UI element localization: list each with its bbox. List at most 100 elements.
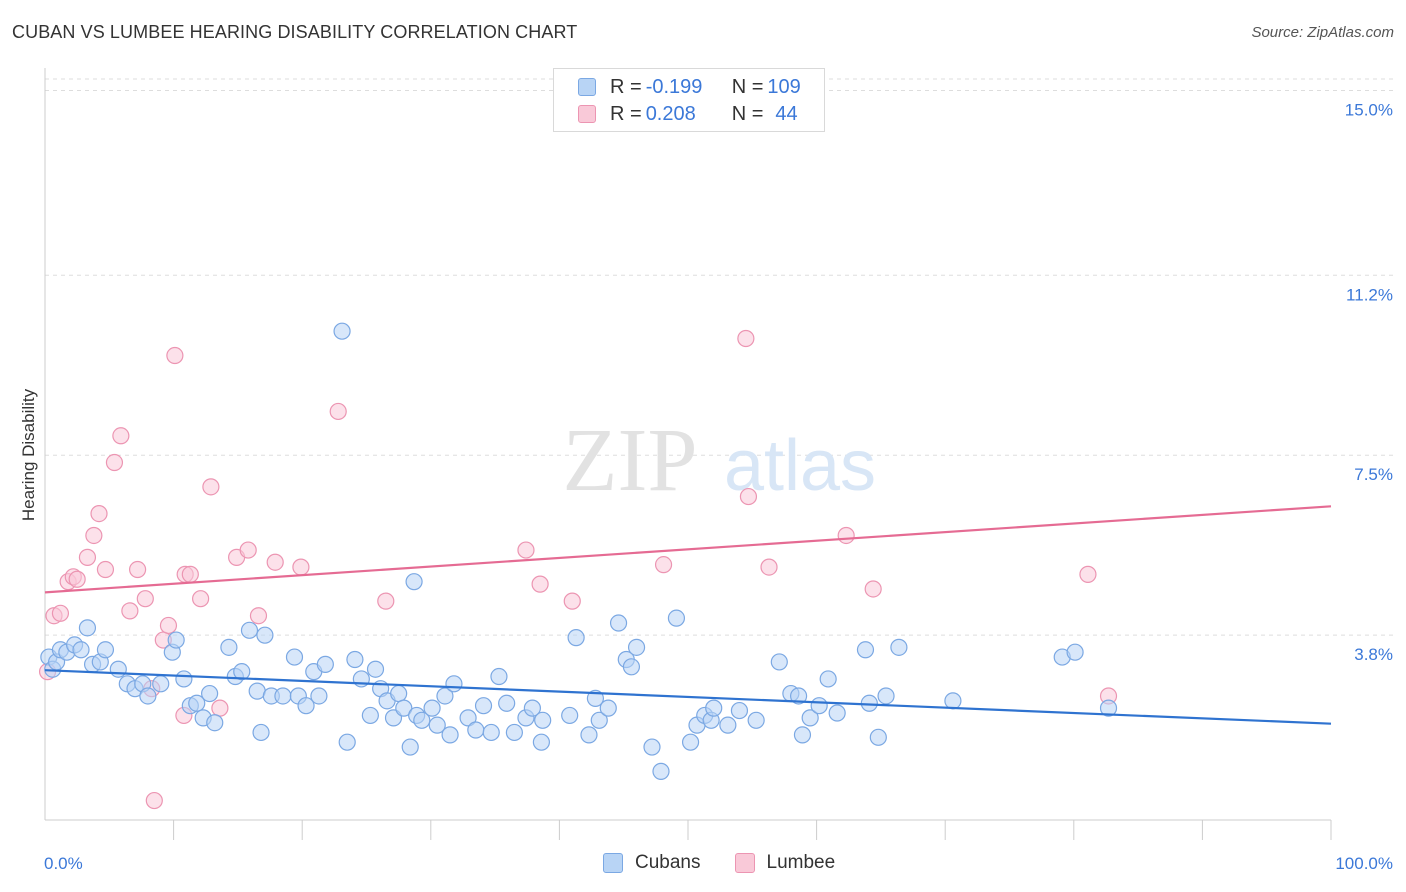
lumbee-point bbox=[249, 607, 268, 625]
lumbee-point bbox=[1079, 565, 1097, 583]
cubans-trend-line bbox=[44, 669, 1332, 725]
cubans-point bbox=[436, 687, 454, 705]
y-tick-label: 15.0% bbox=[1345, 100, 1393, 119]
lumbee-point bbox=[760, 558, 778, 576]
cubans-point bbox=[109, 660, 127, 678]
n-value: 44 bbox=[775, 102, 798, 125]
lumbee-point bbox=[90, 504, 108, 523]
lumbee-point bbox=[159, 616, 178, 635]
cubans-point bbox=[801, 709, 819, 727]
lumbee-point bbox=[329, 402, 347, 421]
cubans-point bbox=[441, 726, 459, 744]
cubans-point bbox=[747, 711, 765, 729]
cubans-point bbox=[561, 706, 579, 725]
r-label: R = bbox=[610, 102, 642, 125]
cubans-point bbox=[828, 704, 846, 722]
cubans-point bbox=[586, 689, 605, 708]
cubans-point bbox=[532, 733, 550, 751]
lumbee-point bbox=[864, 580, 882, 598]
lumbee-point bbox=[136, 590, 154, 608]
cubans-point bbox=[338, 733, 356, 751]
lumbee-point bbox=[202, 478, 220, 496]
cubans-swatch bbox=[578, 78, 596, 96]
cubans-point bbox=[505, 723, 523, 742]
trend-lines bbox=[44, 505, 1332, 725]
tick-labels: 3.8% 7.5% 11.2% 15.0% 0.0% 100.0% bbox=[44, 100, 1393, 873]
cubans-point bbox=[869, 728, 887, 746]
legend-label-cubans: Cubans bbox=[635, 852, 701, 873]
cubans-point bbox=[1066, 643, 1084, 661]
lumbee-point bbox=[68, 570, 86, 588]
cubans-point bbox=[152, 675, 170, 693]
cubans-point bbox=[72, 641, 90, 659]
cubans-point bbox=[428, 716, 446, 734]
cubans-point bbox=[534, 711, 552, 729]
legend-item-lumbee[interactable]: Lumbee bbox=[734, 852, 836, 874]
cubans-point bbox=[413, 711, 431, 729]
cubans-point bbox=[467, 721, 485, 739]
lumbee-point bbox=[737, 329, 755, 348]
cubans-point bbox=[810, 697, 828, 715]
cubans-point bbox=[877, 687, 895, 705]
lumbee-point bbox=[266, 553, 284, 571]
lumbee-point bbox=[128, 560, 147, 579]
lumbee-point bbox=[96, 560, 115, 579]
cubans-point bbox=[719, 716, 737, 734]
cubans-point bbox=[78, 619, 97, 637]
lumbee-point bbox=[121, 602, 139, 620]
cubans-point bbox=[167, 631, 185, 649]
cubans-point bbox=[220, 638, 238, 656]
cubans-point bbox=[523, 699, 541, 717]
lumbee-point bbox=[377, 592, 395, 610]
y-tick-label: 11.2% bbox=[1346, 285, 1393, 304]
cubans-point bbox=[474, 697, 493, 715]
cubans-point bbox=[490, 667, 508, 686]
lumbee-point bbox=[78, 548, 97, 566]
r-label: R = bbox=[610, 75, 642, 98]
cubans-point bbox=[390, 684, 408, 703]
lumbee-point bbox=[145, 791, 163, 810]
legend-item-cubans[interactable]: Cubans bbox=[603, 852, 701, 874]
lumbee-point bbox=[654, 556, 673, 574]
lumbee-swatch bbox=[578, 105, 596, 123]
cubans-point bbox=[622, 658, 641, 676]
cubans-point bbox=[240, 621, 259, 639]
cubans-point bbox=[944, 692, 962, 710]
watermark-zip: ZIP bbox=[563, 411, 698, 510]
cubans-point bbox=[252, 723, 270, 742]
legend-label-lumbee: Lumbee bbox=[766, 852, 836, 873]
cubans-point bbox=[346, 650, 364, 669]
cubans-point bbox=[175, 670, 193, 688]
lumbee-point bbox=[531, 575, 549, 593]
cubans-point bbox=[793, 726, 812, 744]
cubans-point bbox=[459, 709, 477, 727]
cubans-point bbox=[580, 726, 598, 744]
cubans-point bbox=[297, 697, 315, 715]
cubans-point bbox=[652, 762, 670, 780]
n-label: N = bbox=[731, 75, 764, 98]
cubans-point bbox=[139, 687, 157, 705]
cubans-point bbox=[667, 609, 686, 627]
cubans-point bbox=[498, 694, 516, 712]
cubans-point bbox=[482, 723, 500, 742]
cubans-points bbox=[40, 322, 1118, 780]
y-tick-label: 7.5% bbox=[1354, 465, 1393, 484]
cubans-point bbox=[789, 687, 808, 705]
r-value: 0.208 bbox=[645, 102, 696, 125]
lumbee-point bbox=[166, 346, 184, 365]
lumbee-point bbox=[517, 541, 535, 559]
cubans-point bbox=[201, 684, 219, 703]
lumbee-trend-line bbox=[44, 505, 1332, 594]
series-legend: Cubans Lumbee bbox=[603, 852, 869, 874]
cubans-point bbox=[310, 687, 328, 705]
cubans-point bbox=[445, 675, 463, 693]
cubans-point bbox=[188, 694, 206, 712]
lumbee-point bbox=[837, 526, 855, 545]
cubans-swatch bbox=[603, 853, 623, 873]
cubans-point bbox=[206, 714, 224, 732]
axes bbox=[44, 68, 1332, 840]
n-value: 109 bbox=[767, 75, 801, 98]
lumbee-point bbox=[51, 604, 70, 622]
lumbee-point bbox=[112, 427, 130, 445]
lumbee-points bbox=[38, 329, 1118, 810]
